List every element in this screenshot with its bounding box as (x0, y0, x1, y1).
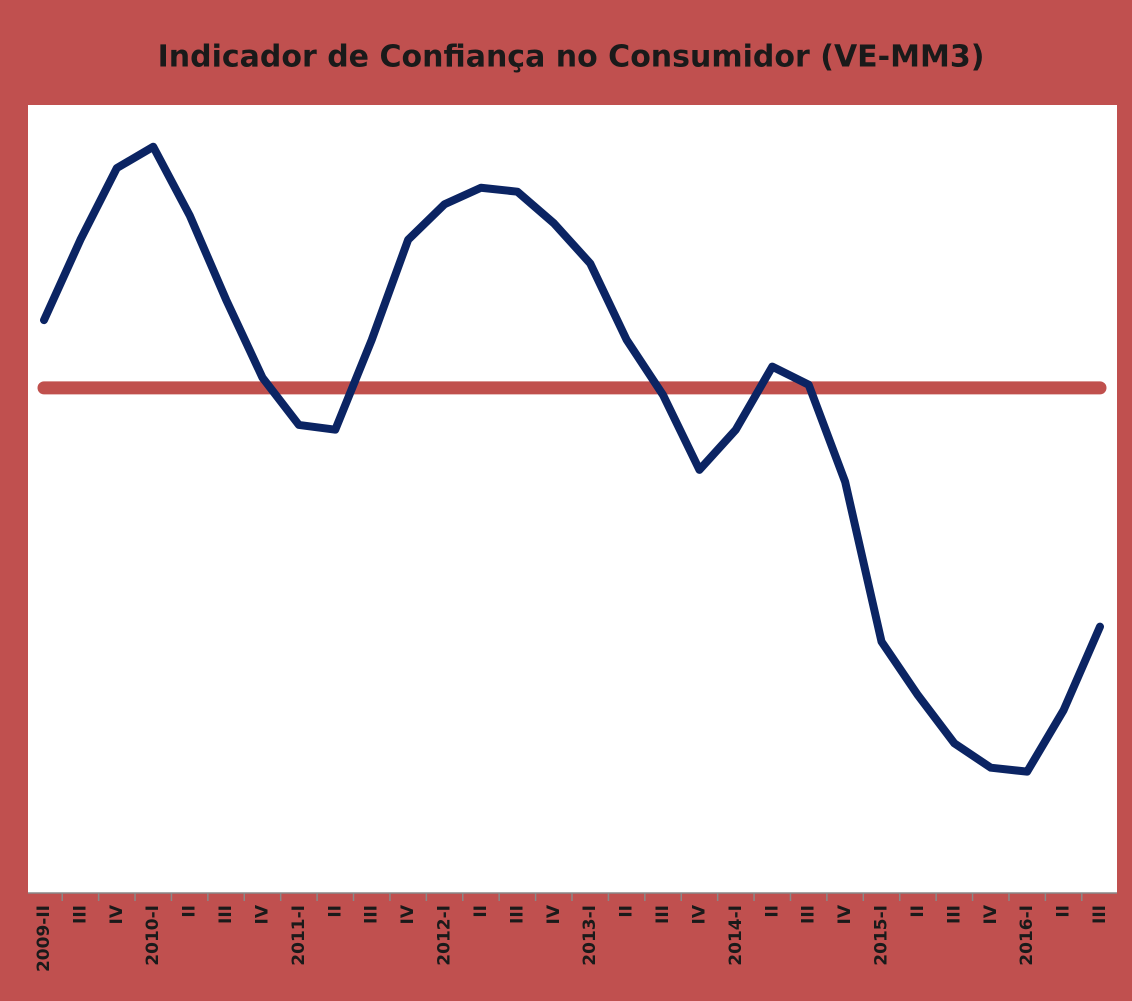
x-tick-label: III (70, 905, 90, 924)
x-tick-label: II (180, 905, 200, 918)
x-tick-label: III (362, 905, 382, 924)
x-tick-label: 2012-I (435, 905, 455, 966)
x-tick-label: III (653, 905, 673, 924)
x-tick-label: 2011-I (289, 905, 309, 966)
x-tick-label: 2015-I (872, 905, 892, 966)
x-tick-label: III (216, 905, 236, 924)
x-tick-label: IV (544, 904, 564, 924)
x-tick-label: IV (398, 904, 418, 924)
x-tick-label: II (908, 905, 928, 918)
x-tick-label: IV (107, 904, 127, 924)
x-tick-label: III (944, 905, 964, 924)
x-tick-label: IV (689, 904, 709, 924)
plot-area (28, 105, 1117, 893)
x-tick-label: III (1090, 905, 1110, 924)
x-tick-label: III (799, 905, 819, 924)
x-tick-label: 2016-I (1017, 905, 1037, 966)
x-tick-label: II (617, 905, 637, 918)
line-series (40, 142, 1104, 776)
x-tick-label: IV (835, 904, 855, 924)
x-tick-label: 2009-II (34, 905, 54, 972)
x-tick-label: 2010-I (143, 905, 163, 966)
x-tick-label: II (762, 905, 782, 918)
x-tick-label: IV (252, 904, 272, 924)
x-tick-label: 2013-I (580, 905, 600, 966)
x-tick-label: II (1054, 905, 1074, 918)
x-tick-label: III (507, 905, 527, 924)
x-tick-label: II (471, 905, 491, 918)
x-tick-label: 2014-I (726, 905, 746, 966)
x-tick-label: II (325, 905, 345, 918)
x-tick-label: IV (981, 904, 1001, 924)
chart-title: Indicador de Confiança no Consumidor (VE… (158, 40, 985, 75)
